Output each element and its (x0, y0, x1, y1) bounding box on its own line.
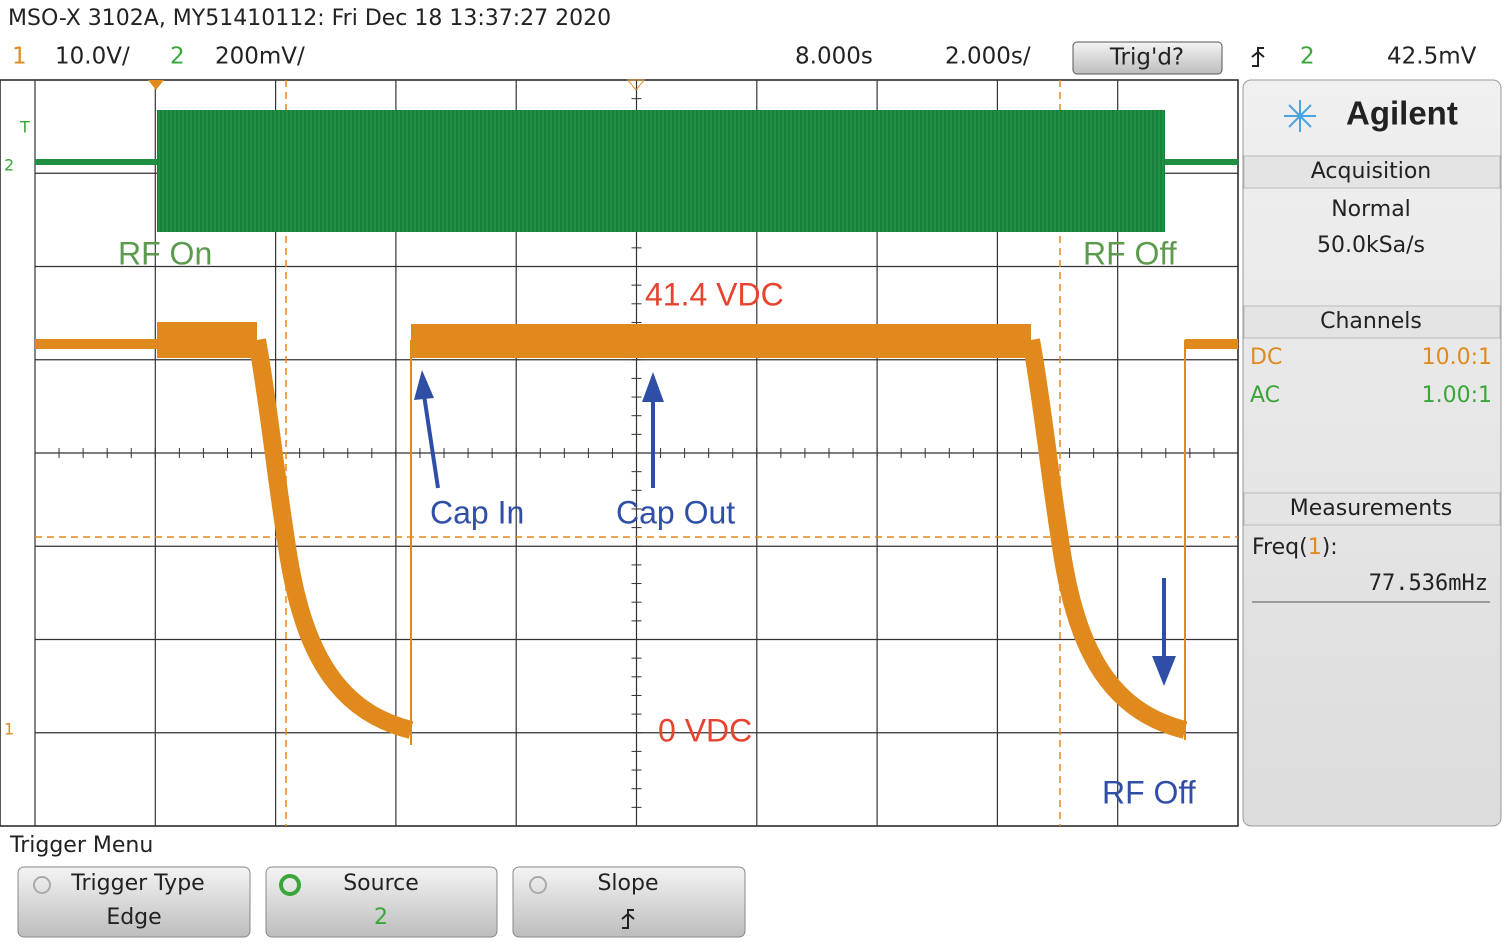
section-header[interactable] (1243, 305, 1501, 339)
trace-decay (1022, 338, 1188, 739)
annotation: 0 VDC (658, 712, 752, 748)
soft-key-body[interactable] (17, 866, 251, 938)
annotations: RF On RF Off 41.4 VDC Cap In Cap Out 0 V… (118, 235, 1196, 810)
measurement-name: Freq(1): (1252, 535, 1338, 560)
soft-key-value[interactable]: Edge (106, 905, 161, 930)
annotation: Cap In (430, 494, 524, 530)
arrowhead (1152, 656, 1176, 686)
trigger-button[interactable] (1072, 41, 1223, 75)
soft-key-body[interactable] (512, 866, 746, 938)
trace-decay (248, 338, 414, 739)
ch2-scale: 200mV/ (215, 44, 305, 70)
soft-key-knob (33, 876, 51, 894)
time-scale: 2.000s/ (945, 44, 1031, 70)
delay-marker (626, 79, 646, 91)
channel-probe: 1.00:1 (1422, 383, 1492, 408)
brand-logo (1284, 100, 1316, 132)
arrowhead (642, 372, 664, 402)
menu-title: Trigger Menu (9, 833, 153, 858)
soft-key[interactable]: Source 2 (265, 866, 498, 938)
ch1-label: 1 (12, 44, 27, 70)
annotation: RF Off (1102, 774, 1196, 810)
trigger-marker (148, 80, 164, 90)
section-title[interactable]: Measurements (1290, 496, 1453, 521)
annotation: RF On (118, 235, 212, 271)
channel-coupling: DC (1250, 345, 1282, 370)
trace-band (157, 110, 1165, 232)
trigger-marker-label: T (19, 118, 30, 137)
section-header[interactable] (1243, 492, 1501, 526)
soft-key-body[interactable] (265, 866, 498, 938)
soft-key[interactable]: Trigger Type Edge (17, 866, 251, 938)
annotation: RF Off (1083, 235, 1177, 271)
acquisition-rate: 50.0kSa/s (1317, 233, 1425, 258)
ch2-ground-label: 2 (4, 156, 14, 175)
soft-key-knob (279, 874, 301, 896)
ch1-scale: 10.0V/ (55, 44, 130, 70)
arrow (422, 394, 440, 489)
section-header[interactable] (1243, 155, 1501, 189)
channel-probe: 10.0:1 (1422, 345, 1492, 370)
trace-band (157, 322, 257, 358)
annotation: Cap Out (616, 494, 735, 530)
measurement-channel: 1 (1308, 535, 1322, 560)
side-panel (1242, 79, 1502, 827)
section-title[interactable]: Acquisition (1311, 159, 1432, 184)
section-title[interactable]: Channels (1320, 309, 1422, 334)
soft-key-knob (529, 876, 547, 894)
trigger-level: 42.5mV (1387, 44, 1477, 70)
measurement-value: 77.536mHz (1369, 571, 1488, 596)
measurement-prefix: Freq( (1252, 535, 1308, 560)
ch2-label: 2 (170, 44, 185, 70)
soft-key-label[interactable]: Trigger Type (70, 871, 204, 896)
soft-key-value[interactable]: 2 (374, 905, 388, 930)
ch1-trace (35, 322, 1238, 745)
trigger-button-label[interactable]: Trig'd? (1109, 45, 1184, 71)
ch2-trace (35, 110, 1238, 232)
trigger-slope-icon (1251, 47, 1265, 67)
acquisition-mode: Normal (1331, 197, 1411, 222)
header-title: MSO-X 3102A, MY51410112: Fri Dec 18 13:3… (8, 6, 611, 31)
channel-coupling: AC (1250, 383, 1280, 408)
measurement-suffix: ): (1322, 535, 1338, 560)
trace-band (411, 324, 1031, 358)
soft-key-label[interactable]: Source (343, 871, 419, 896)
soft-key[interactable]: Slope (512, 866, 746, 938)
slope-icon (621, 909, 635, 929)
ch1-ground-label: 1 (4, 720, 14, 739)
arrows (414, 370, 1176, 686)
brand: Agilent (1346, 95, 1458, 132)
time-delay: 8.000s (795, 44, 873, 70)
soft-key-label[interactable]: Slope (597, 871, 658, 896)
annotation: 41.4 VDC (645, 276, 784, 312)
arrowhead (414, 370, 434, 400)
trigger-source: 2 (1300, 44, 1315, 70)
